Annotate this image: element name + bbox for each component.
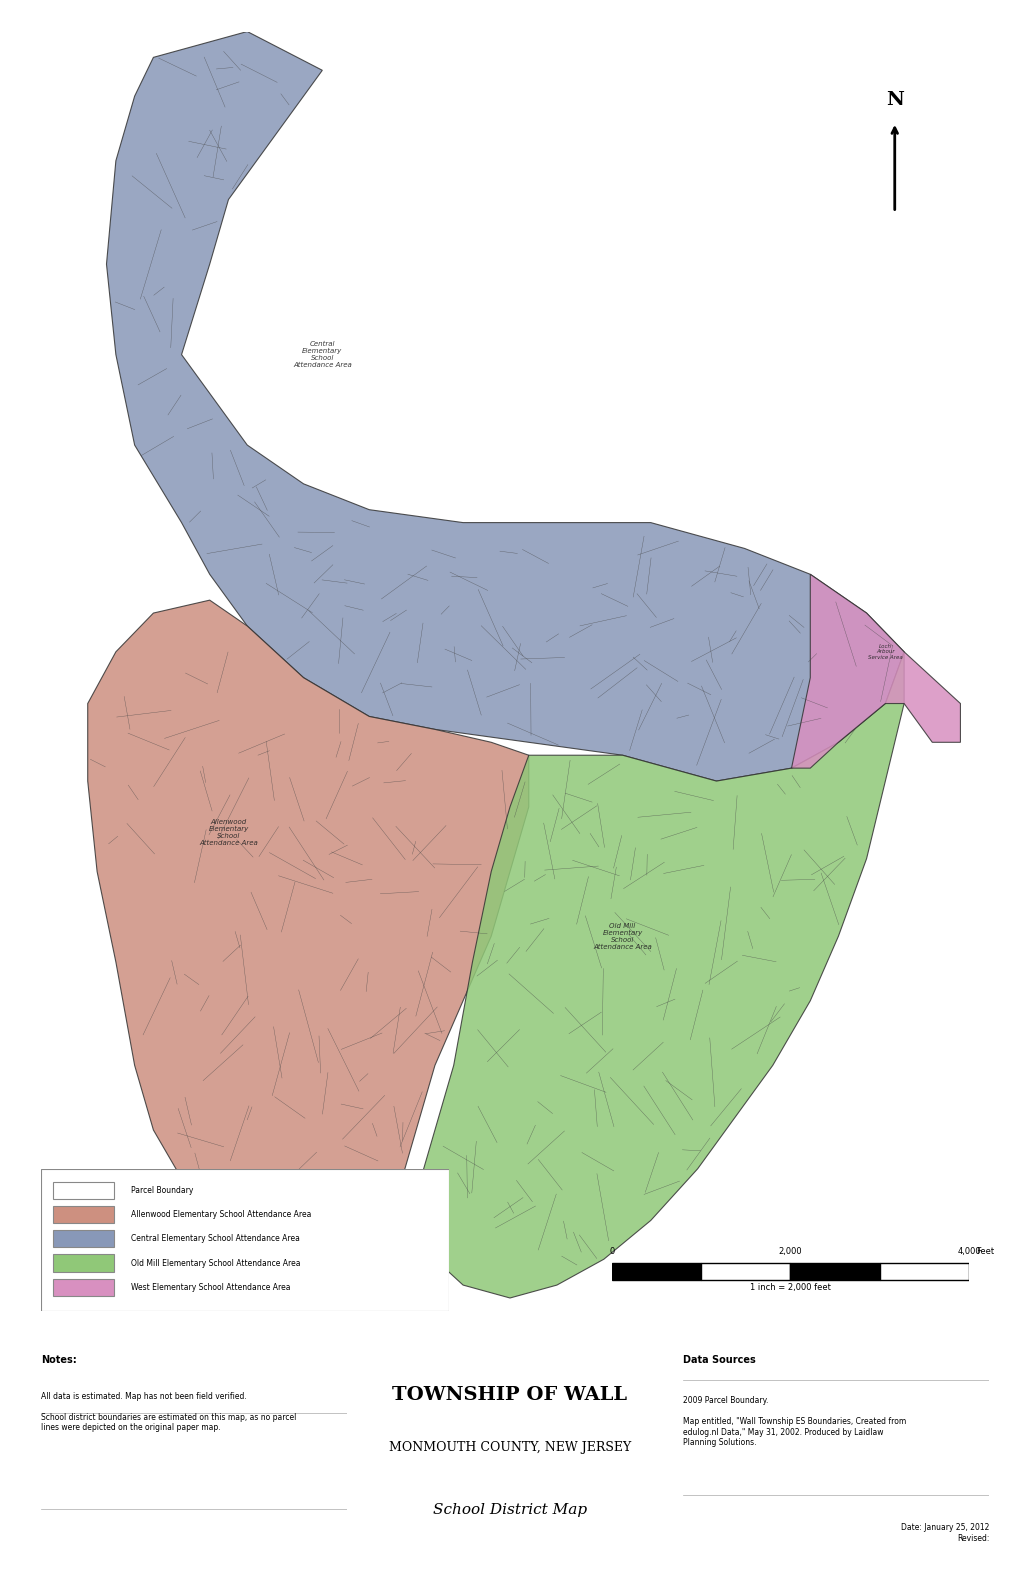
- Bar: [53, 1206, 114, 1223]
- Text: Allenwood
Elementary
School
Attendance Area: Allenwood Elementary School Attendance A…: [199, 820, 258, 846]
- Bar: [53, 1278, 114, 1295]
- Text: 0: 0: [608, 1248, 614, 1256]
- Bar: [790, 1262, 878, 1280]
- Bar: [701, 1262, 790, 1280]
- Text: All data is estimated. Map has not been field verified.

School district boundar: All data is estimated. Map has not been …: [41, 1392, 296, 1433]
- Polygon shape: [791, 574, 960, 768]
- Text: 2,000: 2,000: [777, 1248, 802, 1256]
- Text: School District Map: School District Map: [432, 1504, 587, 1516]
- Polygon shape: [416, 652, 903, 1299]
- Text: Central
Elementary
School
Attendance Area: Central Elementary School Attendance Are…: [292, 340, 352, 369]
- Text: 2009 Parcel Boundary.

Map entitled, "Wall Township ES Boundaries, Created from
: 2009 Parcel Boundary. Map entitled, "Wal…: [683, 1396, 906, 1447]
- Text: Data Sources: Data Sources: [683, 1355, 755, 1365]
- Text: N: N: [884, 91, 903, 109]
- Text: Feet: Feet: [975, 1248, 994, 1256]
- Bar: [878, 1262, 968, 1280]
- Text: Allenwood Elementary School Attendance Area: Allenwood Elementary School Attendance A…: [130, 1210, 311, 1220]
- Text: MONMOUTH COUNTY, NEW JERSEY: MONMOUTH COUNTY, NEW JERSEY: [388, 1442, 631, 1455]
- Text: Old Mill
Elementary
School
Attendance Area: Old Mill Elementary School Attendance Ar…: [593, 922, 651, 950]
- Text: 4,000: 4,000: [956, 1248, 980, 1256]
- Bar: [53, 1231, 114, 1248]
- Bar: [53, 1182, 114, 1199]
- Polygon shape: [88, 600, 528, 1284]
- Text: TOWNSHIP OF WALL: TOWNSHIP OF WALL: [392, 1387, 627, 1404]
- Text: 1 inch = 2,000 feet: 1 inch = 2,000 feet: [749, 1283, 830, 1292]
- Text: Loch
Arbour
Service Area: Loch Arbour Service Area: [867, 643, 902, 660]
- Bar: [611, 1262, 701, 1280]
- Text: West Elementary School Attendance Area: West Elementary School Attendance Area: [130, 1283, 289, 1292]
- Text: Central Elementary School Attendance Area: Central Elementary School Attendance Are…: [130, 1234, 300, 1243]
- Polygon shape: [106, 32, 903, 782]
- Text: Date: January 25, 2012
Revised:: Date: January 25, 2012 Revised:: [900, 1524, 988, 1543]
- Text: Notes:: Notes:: [41, 1355, 76, 1365]
- Bar: [53, 1254, 114, 1272]
- Text: Parcel Boundary: Parcel Boundary: [130, 1187, 193, 1195]
- Text: Old Mill Elementary School Attendance Area: Old Mill Elementary School Attendance Ar…: [130, 1259, 300, 1267]
